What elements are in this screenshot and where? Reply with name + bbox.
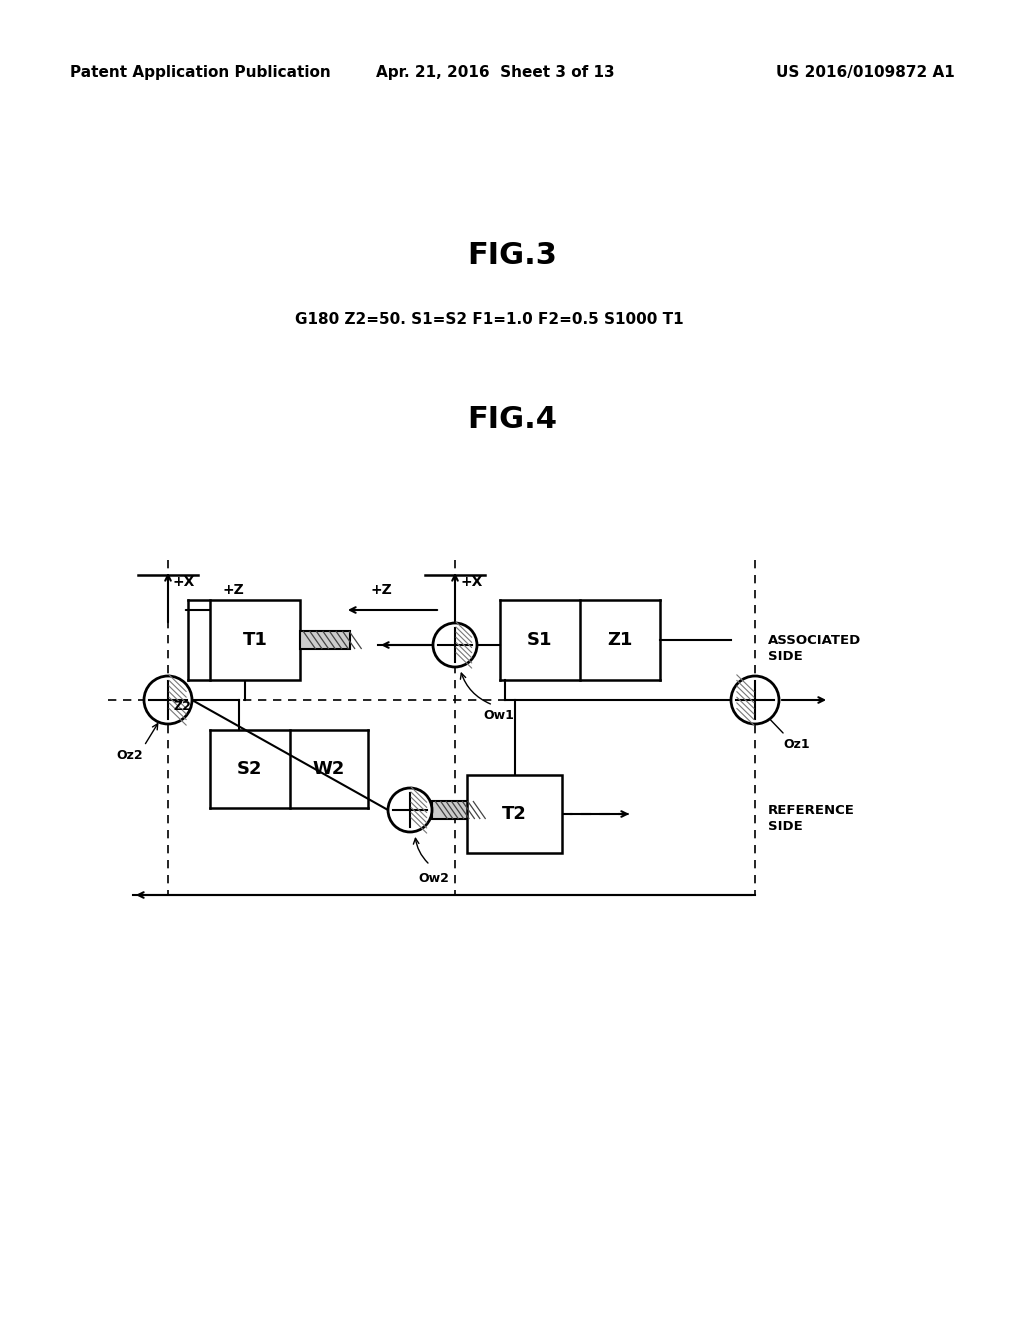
Bar (210, 601, 300, 680)
Text: Patent Application Publication: Patent Application Publication (70, 65, 331, 79)
Text: SIDE: SIDE (768, 649, 803, 663)
Bar (300, 631, 350, 649)
Circle shape (388, 788, 432, 832)
Text: FIG.4: FIG.4 (467, 405, 557, 434)
Bar (467, 775, 562, 853)
Text: Oz2: Oz2 (116, 748, 142, 762)
Text: Oz1: Oz1 (783, 738, 810, 751)
Text: +Z: +Z (223, 583, 245, 597)
Text: +X: +X (460, 576, 482, 589)
Text: S1: S1 (527, 631, 553, 649)
Text: +Z: +Z (370, 583, 392, 597)
Text: Ow2: Ow2 (418, 873, 449, 884)
Text: REFERENCE: REFERENCE (768, 804, 855, 817)
Text: S2: S2 (237, 760, 262, 777)
Text: US 2016/0109872 A1: US 2016/0109872 A1 (776, 65, 955, 79)
Circle shape (144, 676, 193, 723)
Text: W2: W2 (312, 760, 345, 777)
Bar (432, 801, 474, 818)
Text: T2: T2 (502, 805, 527, 822)
Text: FIG.3: FIG.3 (467, 240, 557, 269)
Text: SIDE: SIDE (768, 820, 803, 833)
Text: Z1: Z1 (607, 631, 633, 649)
Text: T1: T1 (243, 631, 267, 649)
Circle shape (731, 676, 779, 723)
Text: Apr. 21, 2016  Sheet 3 of 13: Apr. 21, 2016 Sheet 3 of 13 (376, 65, 614, 79)
Circle shape (433, 623, 477, 667)
Text: ASSOCIATED: ASSOCIATED (768, 634, 861, 647)
Text: +X: +X (173, 576, 196, 589)
Text: G180 Z2=50. S1=S2 F1=1.0 F2=0.5 S1000 T1: G180 Z2=50. S1=S2 F1=1.0 F2=0.5 S1000 T1 (295, 313, 684, 327)
Text: Z2: Z2 (174, 700, 191, 713)
Text: Ow1: Ow1 (483, 709, 514, 722)
